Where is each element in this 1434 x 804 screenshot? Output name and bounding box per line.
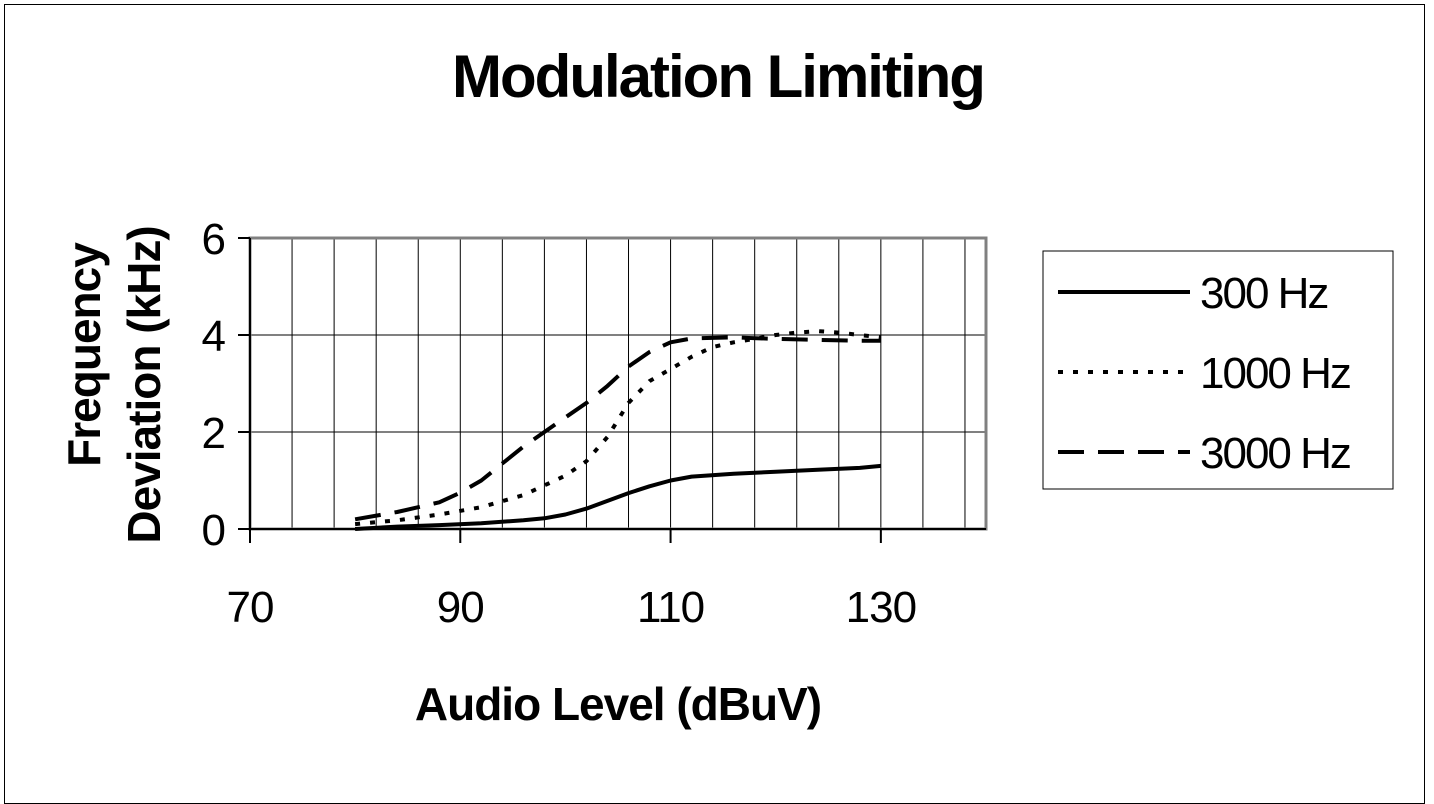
y-tick-labels: 0 2 4 6 xyxy=(202,215,227,555)
plot-border xyxy=(248,236,988,531)
y-tick-label-0: 0 xyxy=(202,506,225,555)
series-line-2 xyxy=(354,335,881,522)
series-line-0 xyxy=(354,463,882,531)
y-tick-label-2: 4 xyxy=(202,312,226,361)
chart-title: Modulation Limiting xyxy=(452,43,984,110)
legend-box xyxy=(1042,250,1394,490)
series-lines xyxy=(354,329,882,531)
legend-label-1: 1000 Hz xyxy=(1200,349,1350,398)
x-tick-labels: 70 90 110 130 xyxy=(227,583,918,632)
x-axis-label: Audio Level (dBuV) xyxy=(415,678,821,730)
grid xyxy=(250,238,986,529)
x-tick-label-2: 110 xyxy=(637,583,704,632)
x-tick-label-3: 130 xyxy=(846,583,916,632)
y-axis-label: Frequency Deviation (kHz) xyxy=(58,226,170,543)
legend: 300 Hz 1000 Hz 3000 Hz xyxy=(1042,250,1394,490)
y-axis-label-line-1: Frequency xyxy=(58,242,110,467)
y-tick-label-3: 6 xyxy=(202,215,225,264)
y-tick-label-1: 2 xyxy=(202,409,225,458)
line-chart: Modulation Limiting 70 90 110 130 0 2 4 6 Audi… xyxy=(58,43,1394,730)
x-tick-label-1: 90 xyxy=(437,583,484,632)
plot-area: 70 90 110 130 0 2 4 6 xyxy=(202,215,988,632)
x-tick-label-0: 70 xyxy=(227,583,274,632)
legend-label-2: 3000 Hz xyxy=(1200,429,1350,478)
series-line-1 xyxy=(354,329,882,527)
legend-label-0: 300 Hz xyxy=(1200,269,1327,318)
y-axis-label-line-2: Deviation (kHz) xyxy=(118,226,170,543)
